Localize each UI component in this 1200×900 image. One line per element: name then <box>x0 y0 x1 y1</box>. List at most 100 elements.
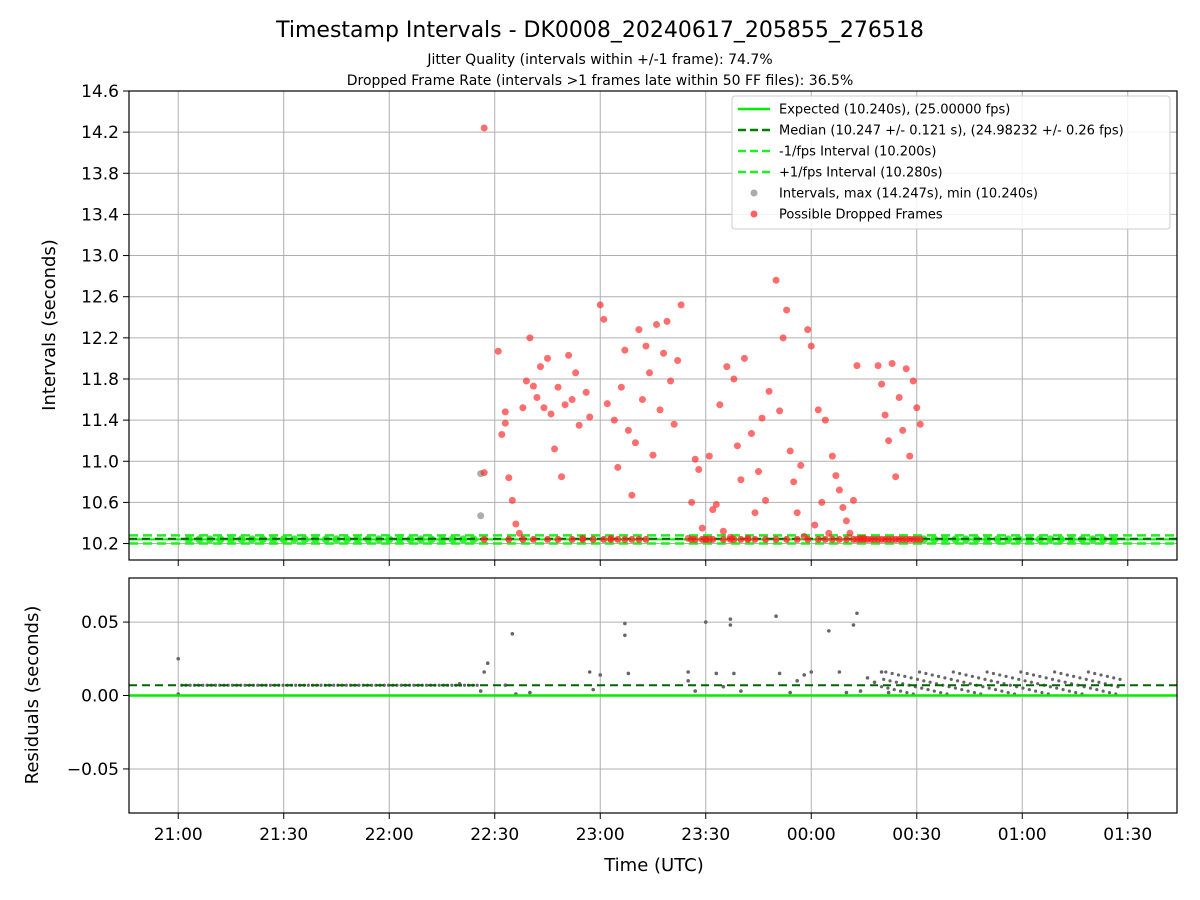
dropped-frame-point <box>603 400 611 408</box>
dropped-frame-point <box>610 416 618 424</box>
dropped-frame-point <box>712 500 720 508</box>
residual-point <box>886 686 890 690</box>
residual-point <box>268 683 272 687</box>
residual-point <box>926 688 930 692</box>
dropped-frame-point <box>684 534 692 542</box>
residual-point <box>930 673 934 677</box>
legend-marker <box>750 210 758 218</box>
residual-point <box>201 683 205 687</box>
dropped-frame-point <box>758 414 766 422</box>
dropped-frame-point <box>617 383 625 391</box>
dropped-frame-point <box>779 334 787 342</box>
dropped-frame-point <box>660 349 668 357</box>
residual-point <box>281 683 285 687</box>
dropped-frame-point <box>642 535 650 543</box>
legend-label: -1/fps Interval (10.200s) <box>779 145 936 160</box>
dropped-frame-point <box>828 452 836 460</box>
dropped-frame-point <box>512 520 520 528</box>
residual-point <box>888 679 892 683</box>
y-tick-label: 10.2 <box>81 535 119 555</box>
residual-point <box>1017 677 1021 681</box>
residual-point <box>886 690 891 695</box>
x-tick-label: 21:00 <box>154 825 203 845</box>
residual-point <box>802 673 807 677</box>
residuals-plot-frame <box>128 577 1178 814</box>
residual-point <box>896 673 901 677</box>
residual-point <box>955 679 960 683</box>
legend: Expected (10.240s), (25.00000 fps) Median… <box>731 95 1171 230</box>
dropped-frame-point <box>677 301 685 309</box>
dropped-frame-point <box>818 498 826 506</box>
dropped-frame-point <box>631 439 639 447</box>
residual-point <box>732 671 736 676</box>
dropped-frame-point <box>543 354 551 362</box>
dropped-frame-point <box>821 416 829 424</box>
residual-point <box>1088 686 1093 690</box>
chart-subtitle-dropped: Dropped Frame Rate (intervals >1 frames … <box>347 73 854 89</box>
residual-point <box>1048 685 1052 689</box>
x-tick-label: 23:00 <box>576 825 625 845</box>
dropped-frame-point <box>543 535 551 543</box>
residual-point <box>306 683 310 687</box>
residual-point <box>424 683 429 687</box>
dropped-frame-point <box>839 504 847 512</box>
dropped-frame-point <box>494 347 502 355</box>
residual-point <box>1034 689 1038 693</box>
residual-point <box>922 679 926 683</box>
dropped-frame-point <box>793 535 801 543</box>
dropped-frame-point <box>762 535 770 543</box>
residual-point <box>1090 679 1095 683</box>
dropped-frame-point <box>909 377 917 385</box>
dropped-frame-point <box>783 306 791 314</box>
dropped-frame-point <box>733 442 741 450</box>
residual-point <box>920 686 924 690</box>
residual-point <box>1105 674 1109 679</box>
residual-point <box>510 632 515 636</box>
dropped-frame-point <box>916 535 924 543</box>
dropped-frame-point <box>638 396 646 404</box>
residual-point <box>998 673 1002 677</box>
residual-point <box>728 617 733 621</box>
residual-point <box>788 690 792 695</box>
dropped-frame-point <box>709 535 717 543</box>
residual-point <box>1004 674 1008 679</box>
dropped-frame-point <box>874 362 882 370</box>
dropped-frame-point <box>501 408 509 416</box>
residual-point <box>739 689 743 693</box>
dropped-frame-point <box>723 363 731 371</box>
residual-point <box>1074 690 1078 695</box>
dropped-frame-point <box>529 535 537 543</box>
residual-point <box>686 679 690 683</box>
residual-point <box>1061 688 1065 692</box>
dropped-frame-point <box>628 491 636 499</box>
residual-point <box>858 689 863 693</box>
dropped-frame-point <box>572 369 580 377</box>
residual-point <box>909 676 913 680</box>
dropped-frame-point <box>688 498 696 506</box>
dropped-frame-point <box>698 524 706 532</box>
residual-point <box>903 674 907 679</box>
residual-point <box>1010 676 1015 680</box>
residual-point <box>1021 686 1025 690</box>
dropped-frame-point <box>832 472 840 480</box>
residual-point <box>890 671 894 676</box>
dropped-frame-point <box>772 535 780 543</box>
dropped-frame-point <box>916 420 924 428</box>
residual-point <box>928 680 932 684</box>
residual-point <box>344 683 348 687</box>
residual-point <box>964 673 968 677</box>
residual-point <box>1086 670 1090 674</box>
residual-point <box>450 683 454 687</box>
residual-point <box>1099 673 1103 677</box>
legend-label: Intervals, max (14.247s), min (10.240s) <box>779 187 1038 202</box>
residual-point <box>1036 682 1040 686</box>
dropped-frame-point <box>600 315 608 323</box>
dropped-frame-point <box>730 375 738 383</box>
residual-point <box>176 656 181 661</box>
residual-point <box>879 670 884 674</box>
residual-point <box>966 689 970 693</box>
residual-point <box>686 670 690 674</box>
y-tick-label: 14.6 <box>81 82 119 102</box>
residual-point <box>1040 690 1044 695</box>
residual-point <box>485 661 490 665</box>
